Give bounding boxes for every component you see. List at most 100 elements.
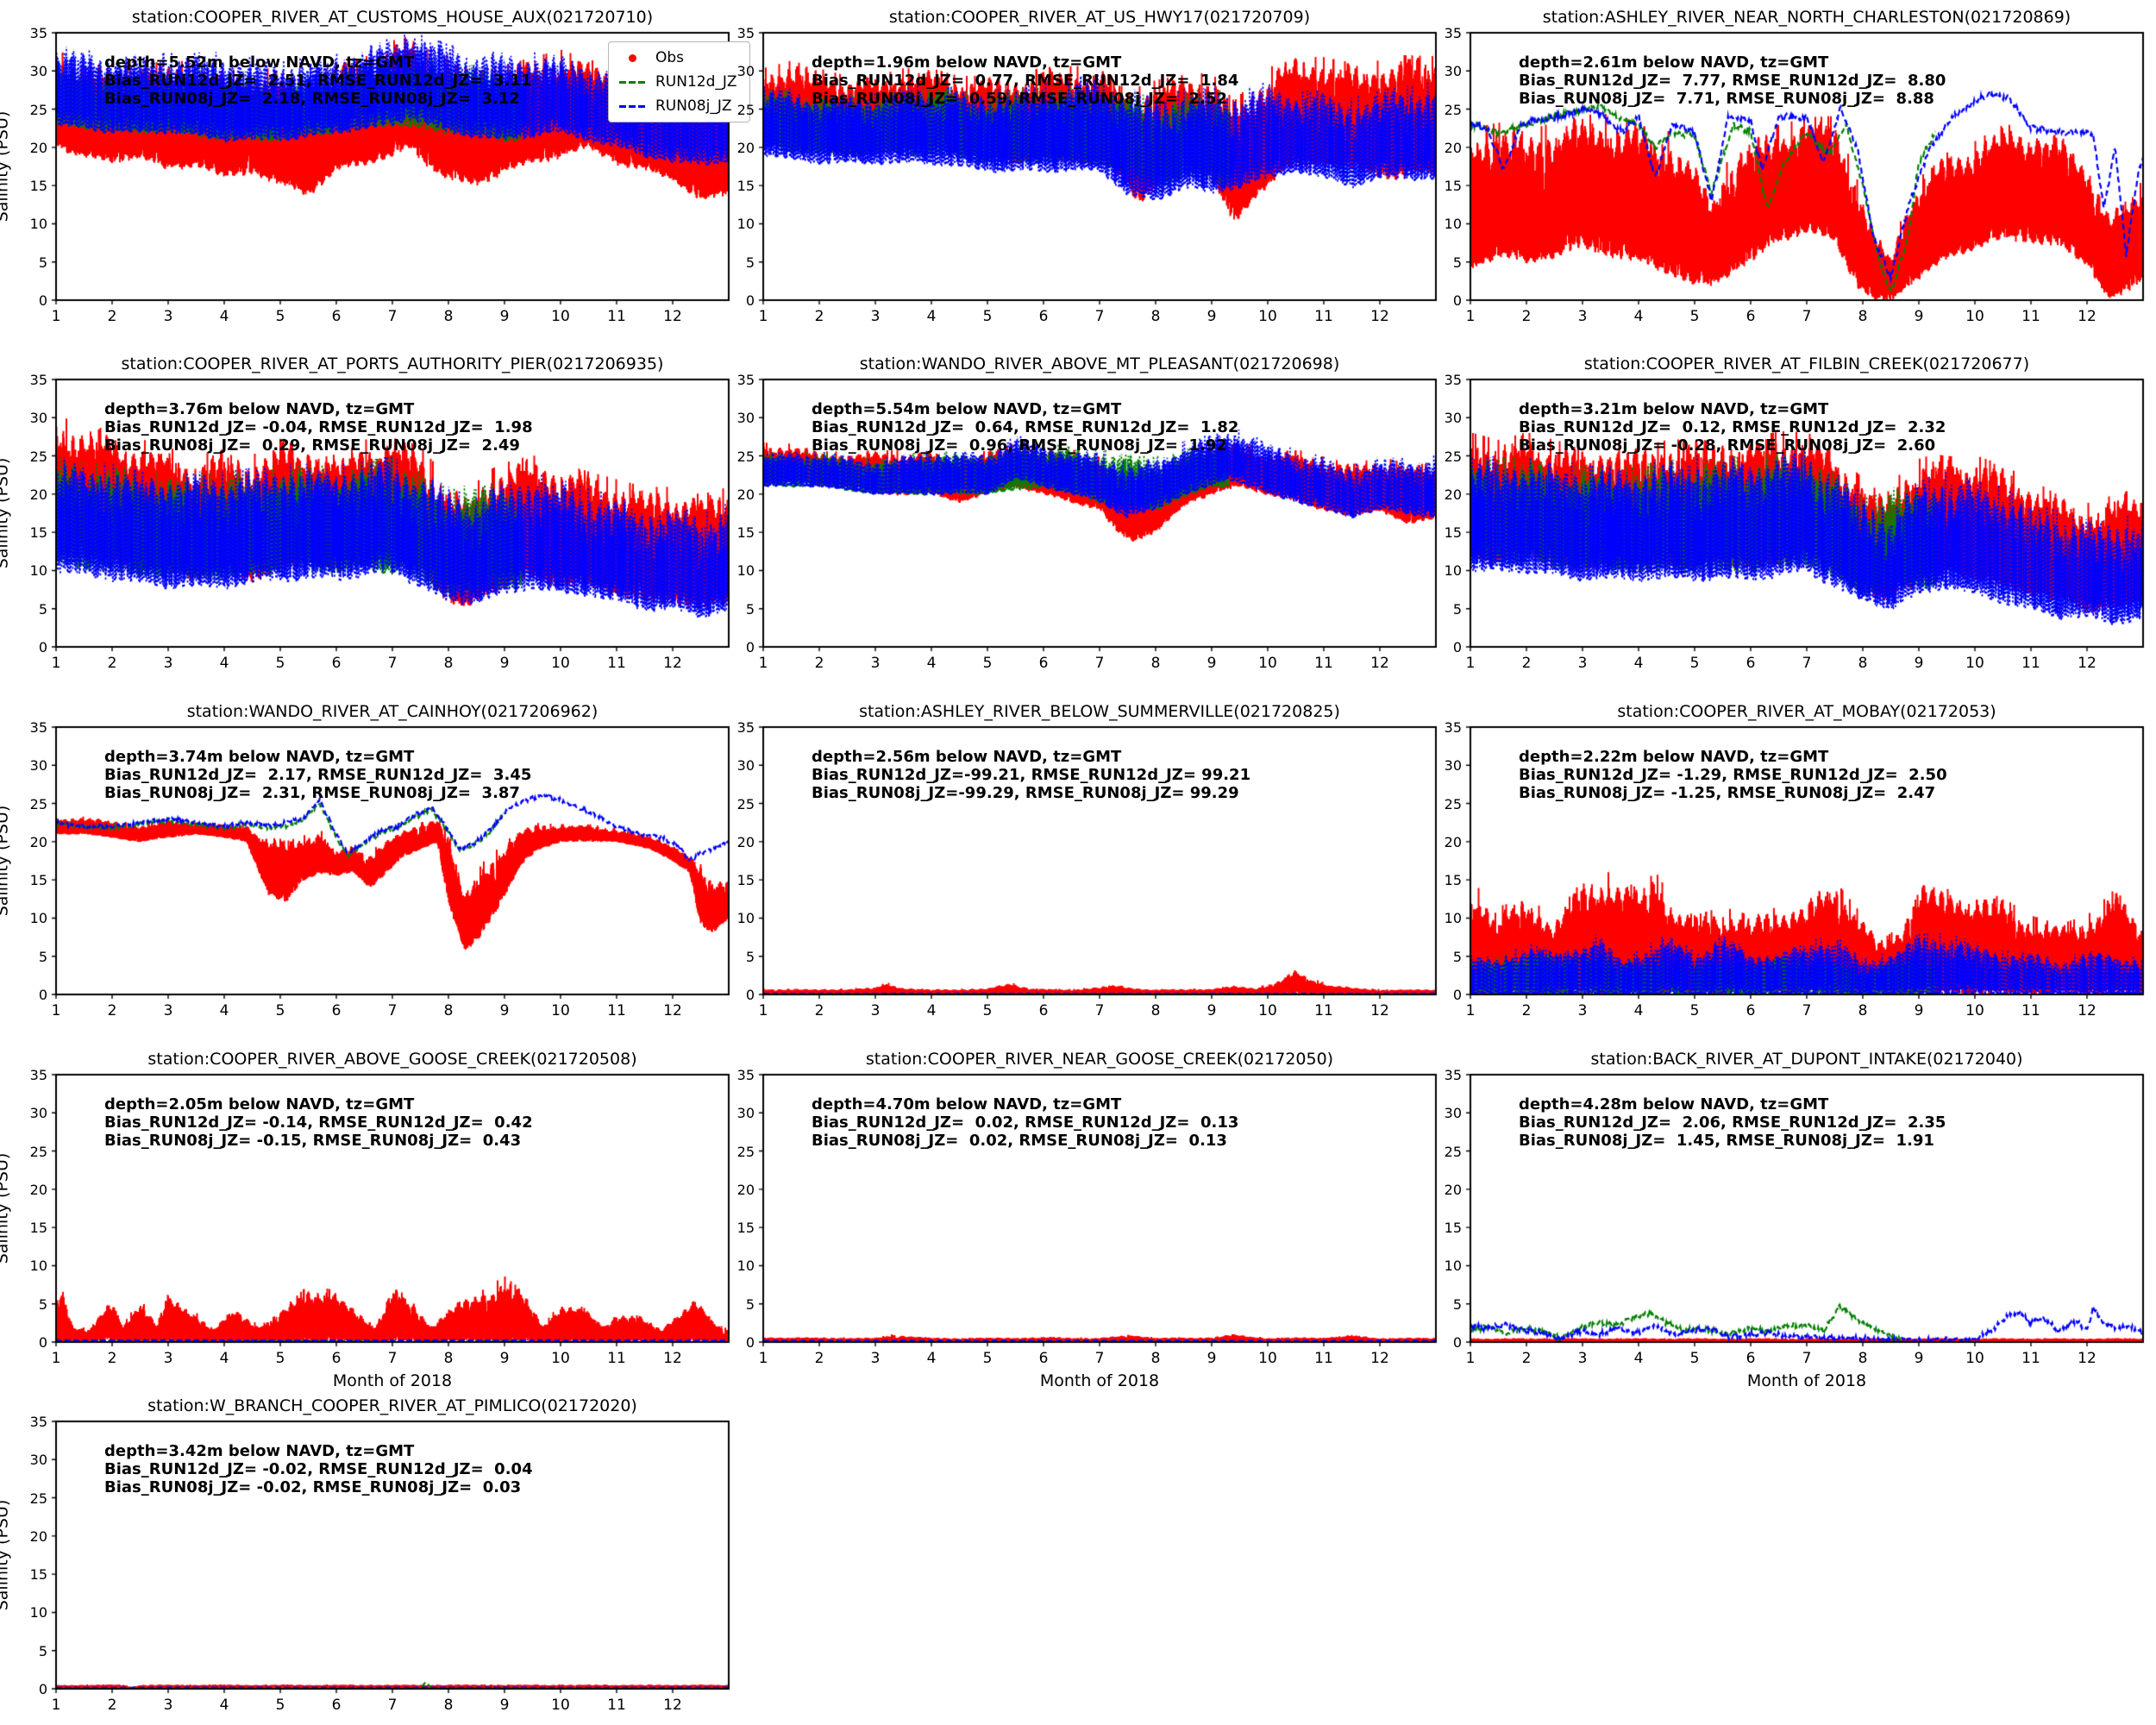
y-tick-label: 0 xyxy=(745,987,755,1003)
legend-label: RUN12d_JZ xyxy=(655,73,737,91)
x-tick-label: 11 xyxy=(1314,1002,1333,1019)
stats-annotation: depth=1.96m below NAVD, tz=GMT Bias_RUN12… xyxy=(812,53,1238,108)
y-tick-label: 35 xyxy=(29,25,47,41)
stats-annotation-line: depth=2.61m below NAVD, tz=GMT xyxy=(1519,53,1829,72)
stats-annotation: depth=2.05m below NAVD, tz=GMT Bias_RUN12… xyxy=(104,1095,533,1150)
stats-annotation-line: depth=3.76m below NAVD, tz=GMT xyxy=(104,400,415,418)
x-tick-label: 8 xyxy=(443,308,454,325)
x-tick-label: 4 xyxy=(1633,655,1644,672)
x-tick-label: 9 xyxy=(1914,1002,1924,1019)
x-tick-label: 6 xyxy=(1745,1002,1756,1019)
x-tick-label: 7 xyxy=(387,1002,398,1019)
y-tick-label: 15 xyxy=(1444,1220,1462,1237)
y-tick-label: 15 xyxy=(736,872,755,889)
y-tick-label: 5 xyxy=(38,948,47,965)
dash-line-icon xyxy=(619,80,626,84)
x-tick-label: 8 xyxy=(1150,1002,1161,1019)
y-tick-label: 30 xyxy=(29,1105,47,1122)
x-tick-label: 3 xyxy=(163,1350,173,1367)
plot-canvas xyxy=(49,378,732,654)
y-tick-label: 20 xyxy=(736,486,755,503)
x-tick-label: 1 xyxy=(51,1697,61,1714)
x-tick-label: 12 xyxy=(663,1697,682,1714)
y-tick-label: 0 xyxy=(1452,292,1462,309)
x-tick-label: 12 xyxy=(2078,308,2096,325)
stats-annotation-line: Bias_RUN12d_JZ= 2.17, RMSE_RUN12d_JZ= 3.… xyxy=(104,766,532,784)
stats-annotation: depth=2.61m below NAVD, tz=GMT Bias_RUN12… xyxy=(1519,53,1946,108)
stats-annotation-line: depth=1.96m below NAVD, tz=GMT xyxy=(812,53,1122,72)
x-tick-label: 4 xyxy=(219,1697,229,1714)
y-tick-label: 20 xyxy=(29,486,47,503)
x-tick-label: 1 xyxy=(51,655,61,672)
x-tick-label: 5 xyxy=(982,655,993,672)
x-axis-label: Month of 2018 xyxy=(332,1371,453,1390)
y-tick-label: 5 xyxy=(745,1295,755,1313)
y-tick-label: 15 xyxy=(29,1220,47,1237)
y-tick-label: 35 xyxy=(736,1067,755,1083)
x-tick-label: 9 xyxy=(1914,308,1924,325)
y-tick-label: 25 xyxy=(736,101,755,118)
x-tick-label: 11 xyxy=(2021,655,2040,672)
x-tick-label: 2 xyxy=(814,1350,824,1367)
x-tick-label: 10 xyxy=(1965,308,1984,325)
stats-annotation-line: Bias_RUN08j_JZ= 2.31, RMSE_RUN08j_JZ= 3.… xyxy=(104,784,520,802)
stats-annotation-line: Bias_RUN08j_JZ= 0.02, RMSE_RUN08j_JZ= 0.… xyxy=(812,1132,1227,1150)
y-tick-label: 35 xyxy=(736,372,755,388)
stats-annotation-line: depth=5.54m below NAVD, tz=GMT xyxy=(812,400,1122,418)
stats-annotation-line: Bias_RUN12d_JZ= -1.29, RMSE_RUN12d_JZ= 2… xyxy=(1519,766,1947,784)
x-tick-label: 4 xyxy=(1633,1350,1644,1367)
y-tick-label: 5 xyxy=(745,254,755,271)
x-tick-label: 7 xyxy=(1802,1350,1812,1367)
y-tick-label: 10 xyxy=(1444,910,1462,927)
stats-annotation-line: Bias_RUN08j_JZ= -0.15, RMSE_RUN08j_JZ= 0… xyxy=(104,1132,522,1150)
dash-line-icon xyxy=(629,104,636,108)
y-tick-label: 35 xyxy=(29,1067,47,1083)
y-axis-label-text: Salinity (PSU) xyxy=(0,110,12,223)
x-tick-label: 12 xyxy=(1370,1350,1389,1367)
plot-canvas xyxy=(1463,725,2147,1001)
stats-annotation-line: Bias_RUN08j_JZ= -1.25, RMSE_RUN08j_JZ= 2… xyxy=(1519,784,1936,802)
y-tick-label: 25 xyxy=(736,448,755,465)
x-tick-label: 12 xyxy=(1370,655,1389,672)
x-tick-label: 3 xyxy=(1577,1350,1588,1367)
stats-annotation-line: Bias_RUN08j_JZ= -0.02, RMSE_RUN08j_JZ= 0… xyxy=(104,1478,522,1496)
x-tick-label: 2 xyxy=(107,308,117,325)
x-tick-label: 1 xyxy=(758,655,768,672)
y-axis-label: Salinity (PSU) xyxy=(0,1075,13,1342)
x-tick-label: 3 xyxy=(870,308,881,325)
stats-annotation: depth=3.74m below NAVD, tz=GMT Bias_RUN12… xyxy=(104,748,531,802)
x-tick-label: 6 xyxy=(331,1350,342,1367)
x-tick-label: 1 xyxy=(758,308,768,325)
stats-annotation-line: depth=3.21m below NAVD, tz=GMT xyxy=(1519,400,1829,418)
stats-annotation-line: Bias_RUN12d_JZ= 0.12, RMSE_RUN12d_JZ= 2.… xyxy=(1519,418,1946,436)
y-tick-label: 35 xyxy=(736,25,755,41)
x-tick-label: 2 xyxy=(814,1002,824,1019)
x-tick-label: 4 xyxy=(219,308,229,325)
x-tick-label: 8 xyxy=(1858,655,1868,672)
y-tick-label: 30 xyxy=(29,410,47,427)
y-tick-label: 10 xyxy=(1444,1258,1462,1275)
x-tick-label: 8 xyxy=(1150,308,1161,325)
y-tick-label: 15 xyxy=(29,524,47,542)
subplot-title: station:W_BRANCH_COOPER_RIVER_AT_PIMLICO… xyxy=(147,1396,637,1415)
stats-annotation-line: Bias_RUN08j_JZ=-99.29, RMSE_RUN08j_JZ= 9… xyxy=(812,784,1239,802)
x-tick-label: 5 xyxy=(1689,655,1700,672)
legend-box: Obs RUN12d_JZ RUN08j_JZ xyxy=(608,41,750,122)
y-tick-label: 15 xyxy=(29,178,47,195)
stats-annotation-line: Bias_RUN12d_JZ= 2.51, RMSE_RUN12d_JZ= 3.… xyxy=(104,72,532,90)
obs-dot-icon xyxy=(628,53,636,62)
x-tick-label: 2 xyxy=(107,1350,117,1367)
stats-annotation-line: depth=2.05m below NAVD, tz=GMT xyxy=(104,1095,415,1113)
subplot-title: station:ASHLEY_RIVER_BELOW_SUMMERVILLE(0… xyxy=(859,702,1340,721)
x-tick-label: 11 xyxy=(1314,308,1333,325)
x-tick-label: 7 xyxy=(1094,1002,1105,1019)
x-tick-label: 9 xyxy=(1206,655,1217,672)
stats-annotation-line: Bias_RUN08j_JZ= -0.28, RMSE_RUN08j_JZ= 2… xyxy=(1519,436,1936,455)
stats-annotation: depth=5.52m below NAVD, tz=GMT Bias_RUN12… xyxy=(104,53,531,108)
y-tick-label: 35 xyxy=(1444,372,1462,388)
x-tick-label: 2 xyxy=(1521,308,1532,325)
stats-annotation-line: depth=2.22m below NAVD, tz=GMT xyxy=(1519,748,1829,766)
y-tick-label: 30 xyxy=(736,757,755,775)
x-tick-label: 2 xyxy=(1521,1350,1532,1367)
